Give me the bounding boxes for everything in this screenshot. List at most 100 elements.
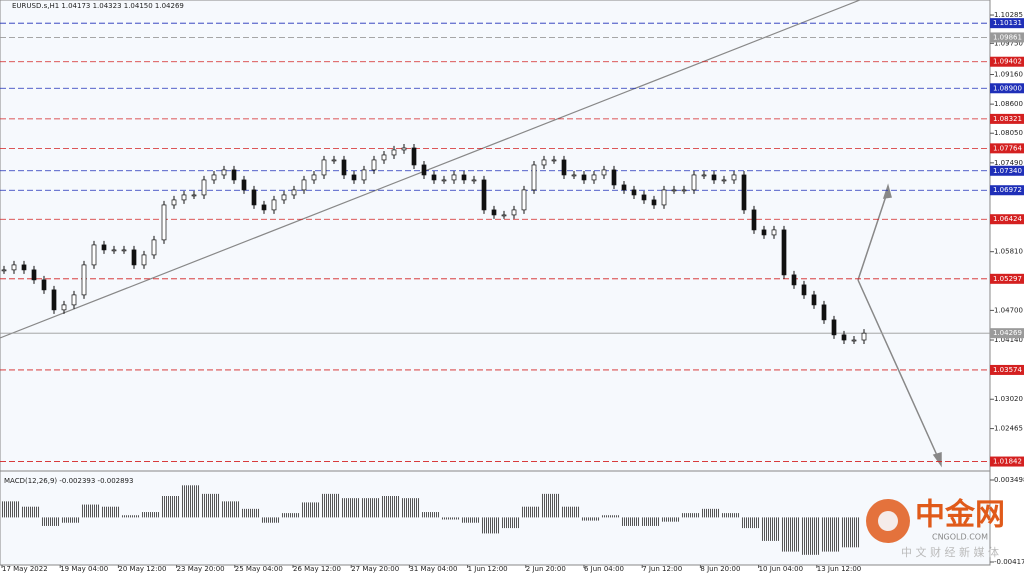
candle-body (11, 264, 17, 271)
candle-body (171, 199, 177, 206)
candle-body (851, 339, 857, 342)
candle-body (501, 214, 507, 217)
candle-body (651, 199, 657, 206)
candle-body (321, 159, 327, 176)
candle-body (21, 264, 27, 271)
candle-body (141, 254, 147, 266)
level-label-box (990, 185, 1024, 196)
candle-body (101, 244, 107, 251)
candle-body (351, 174, 357, 181)
candle-body (331, 159, 337, 162)
y-tick-label: 1.09160 (994, 71, 1023, 79)
candle-body (531, 164, 537, 191)
candle-body (291, 189, 297, 196)
candle-body (721, 179, 727, 182)
level-label-box (990, 364, 1024, 375)
candle-body (111, 249, 117, 252)
candle-body (601, 169, 607, 176)
level-label: 1.09402 (993, 58, 1022, 66)
candle-body (231, 169, 237, 181)
candle-body (791, 274, 797, 286)
macd-bar (781, 517, 799, 552)
macd-bar (241, 508, 259, 518)
macd-bar (841, 517, 859, 548)
candle-body (421, 164, 427, 176)
candle-body (661, 189, 667, 206)
candle-body (861, 332, 867, 341)
candle-body (811, 294, 817, 306)
candle-body (41, 279, 47, 291)
candle-body (631, 189, 637, 196)
candle-body (211, 174, 217, 181)
macd-bar (41, 517, 59, 526)
macd-bar (81, 504, 99, 518)
candle-body (591, 174, 597, 181)
macd-bar (221, 501, 239, 518)
candle-body (761, 229, 767, 236)
candle-body (121, 249, 127, 252)
candle-body (221, 169, 227, 176)
candle-body (51, 289, 57, 311)
macd-bar (761, 517, 779, 541)
y-tick-label: 1.02465 (994, 425, 1023, 433)
level-label: 1.06424 (993, 215, 1022, 223)
macd-bar (361, 498, 379, 518)
candle-body (181, 194, 187, 201)
x-tick-label: 8 Jun 20:00 (700, 565, 740, 573)
macd-bar (61, 517, 79, 523)
candle-body (391, 149, 397, 156)
macd-bar (541, 493, 559, 518)
macd-bar (1, 501, 19, 518)
candle-body (361, 169, 367, 181)
x-tick-label: 31 May 04:00 (409, 565, 457, 573)
y-tick-label: 1.04700 (994, 306, 1023, 314)
macd-bar (321, 493, 339, 518)
watermark-sub: 中 文 财 经 新 媒 体 (901, 545, 999, 559)
macd-bar (721, 513, 739, 518)
candle-body (771, 229, 777, 236)
y-tick-label: 1.10285 (994, 11, 1023, 19)
candle-body (71, 294, 77, 306)
macd-bar (261, 517, 279, 523)
trend-line (0, 0, 861, 339)
candle-body (801, 284, 807, 296)
x-tick-label: 20 May 12:00 (118, 565, 166, 573)
level-label: 1.06972 (993, 186, 1022, 194)
candle-body (541, 159, 547, 166)
macd-bar (461, 517, 479, 523)
candle-body (731, 174, 737, 181)
level-label-box (990, 273, 1024, 284)
candle-body (161, 204, 167, 241)
x-tick-label: 2 Jun 20:00 (526, 565, 566, 573)
candle-body (521, 189, 527, 211)
candle-body (31, 269, 37, 281)
candle-body (341, 159, 347, 176)
macd-title: MACD(12,26,9) -0.002393 -0.002893 (4, 477, 133, 485)
macd-bar (821, 517, 839, 552)
candle-body (131, 249, 137, 266)
x-tick-label: 23 May 20:00 (177, 565, 225, 573)
level-label: 1.09861 (993, 33, 1022, 41)
candle-body (621, 184, 627, 191)
macd-bar (101, 506, 119, 518)
macd-bar (441, 517, 459, 520)
macd-bar (21, 506, 39, 518)
y-tick-label: 1.09750 (994, 39, 1023, 47)
y-tick-label: 1.04140 (994, 336, 1023, 344)
y-tick-label: 1.05810 (994, 248, 1023, 256)
x-tick-label: 27 May 20:00 (351, 565, 399, 573)
candle-body (261, 204, 267, 211)
symbol-title: EURUSD.s,H1 1.04173 1.04323 1.04150 1.04… (12, 2, 184, 10)
candle-body (581, 174, 587, 181)
candle-body (741, 174, 747, 211)
candle-body (681, 189, 687, 192)
level-label-box (990, 328, 1024, 339)
level-label-box (990, 83, 1024, 94)
y-tick-label: 0.003498 (994, 476, 1024, 484)
candle-body (711, 174, 717, 181)
level-label-box (990, 456, 1024, 467)
candle-body (781, 229, 787, 276)
watermark: 中金网 CNGOLD.COM 中 文 财 经 新 媒 体 (866, 498, 1005, 559)
macd-bar (641, 517, 659, 526)
macd-bar (701, 508, 719, 518)
